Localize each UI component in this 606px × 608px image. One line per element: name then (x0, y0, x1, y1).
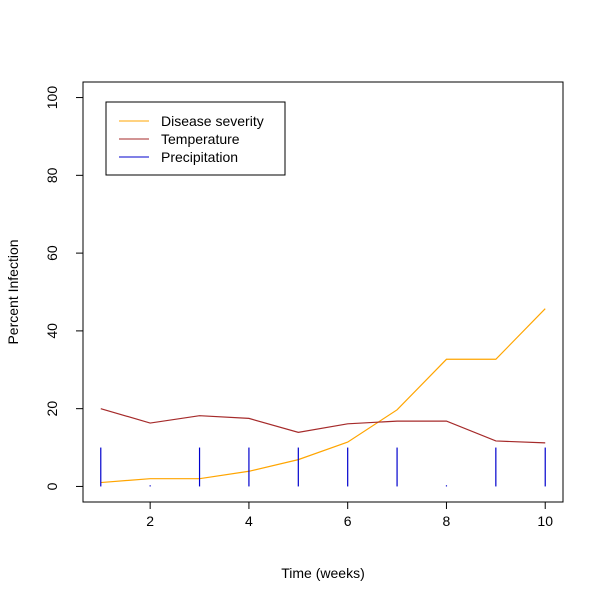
x-axis: 2 4 6 8 10 (146, 501, 553, 529)
legend-label-precipitation: Precipitation (161, 149, 238, 165)
x-tick-label: 8 (443, 513, 451, 529)
series-line-disease-severity (100, 308, 546, 484)
legend: Disease severity Temperature Precipitati… (105, 101, 286, 176)
legend-label-temperature: Temperature (161, 131, 240, 147)
x-tick-label: 6 (344, 513, 352, 529)
y-tick-label: 100 (44, 86, 60, 110)
y-tick-label: 0 (44, 482, 60, 490)
x-tick-label: 10 (537, 513, 553, 529)
y-axis: 0 20 40 60 80 100 (44, 86, 84, 490)
legend-label-disease-severity: Disease severity (161, 113, 264, 129)
series-line-temperature (100, 408, 546, 444)
x-tick-label: 2 (146, 513, 154, 529)
x-tick-label: 4 (245, 513, 253, 529)
x-axis-label: Time (weeks) (281, 565, 365, 581)
y-tick-label: 20 (44, 401, 60, 417)
y-axis-label: Percent Infection (5, 239, 21, 344)
y-tick-label: 60 (44, 245, 60, 261)
y-tick-label: 80 (44, 167, 60, 183)
y-tick-label: 40 (44, 323, 60, 339)
plot-marks (100, 308, 546, 487)
